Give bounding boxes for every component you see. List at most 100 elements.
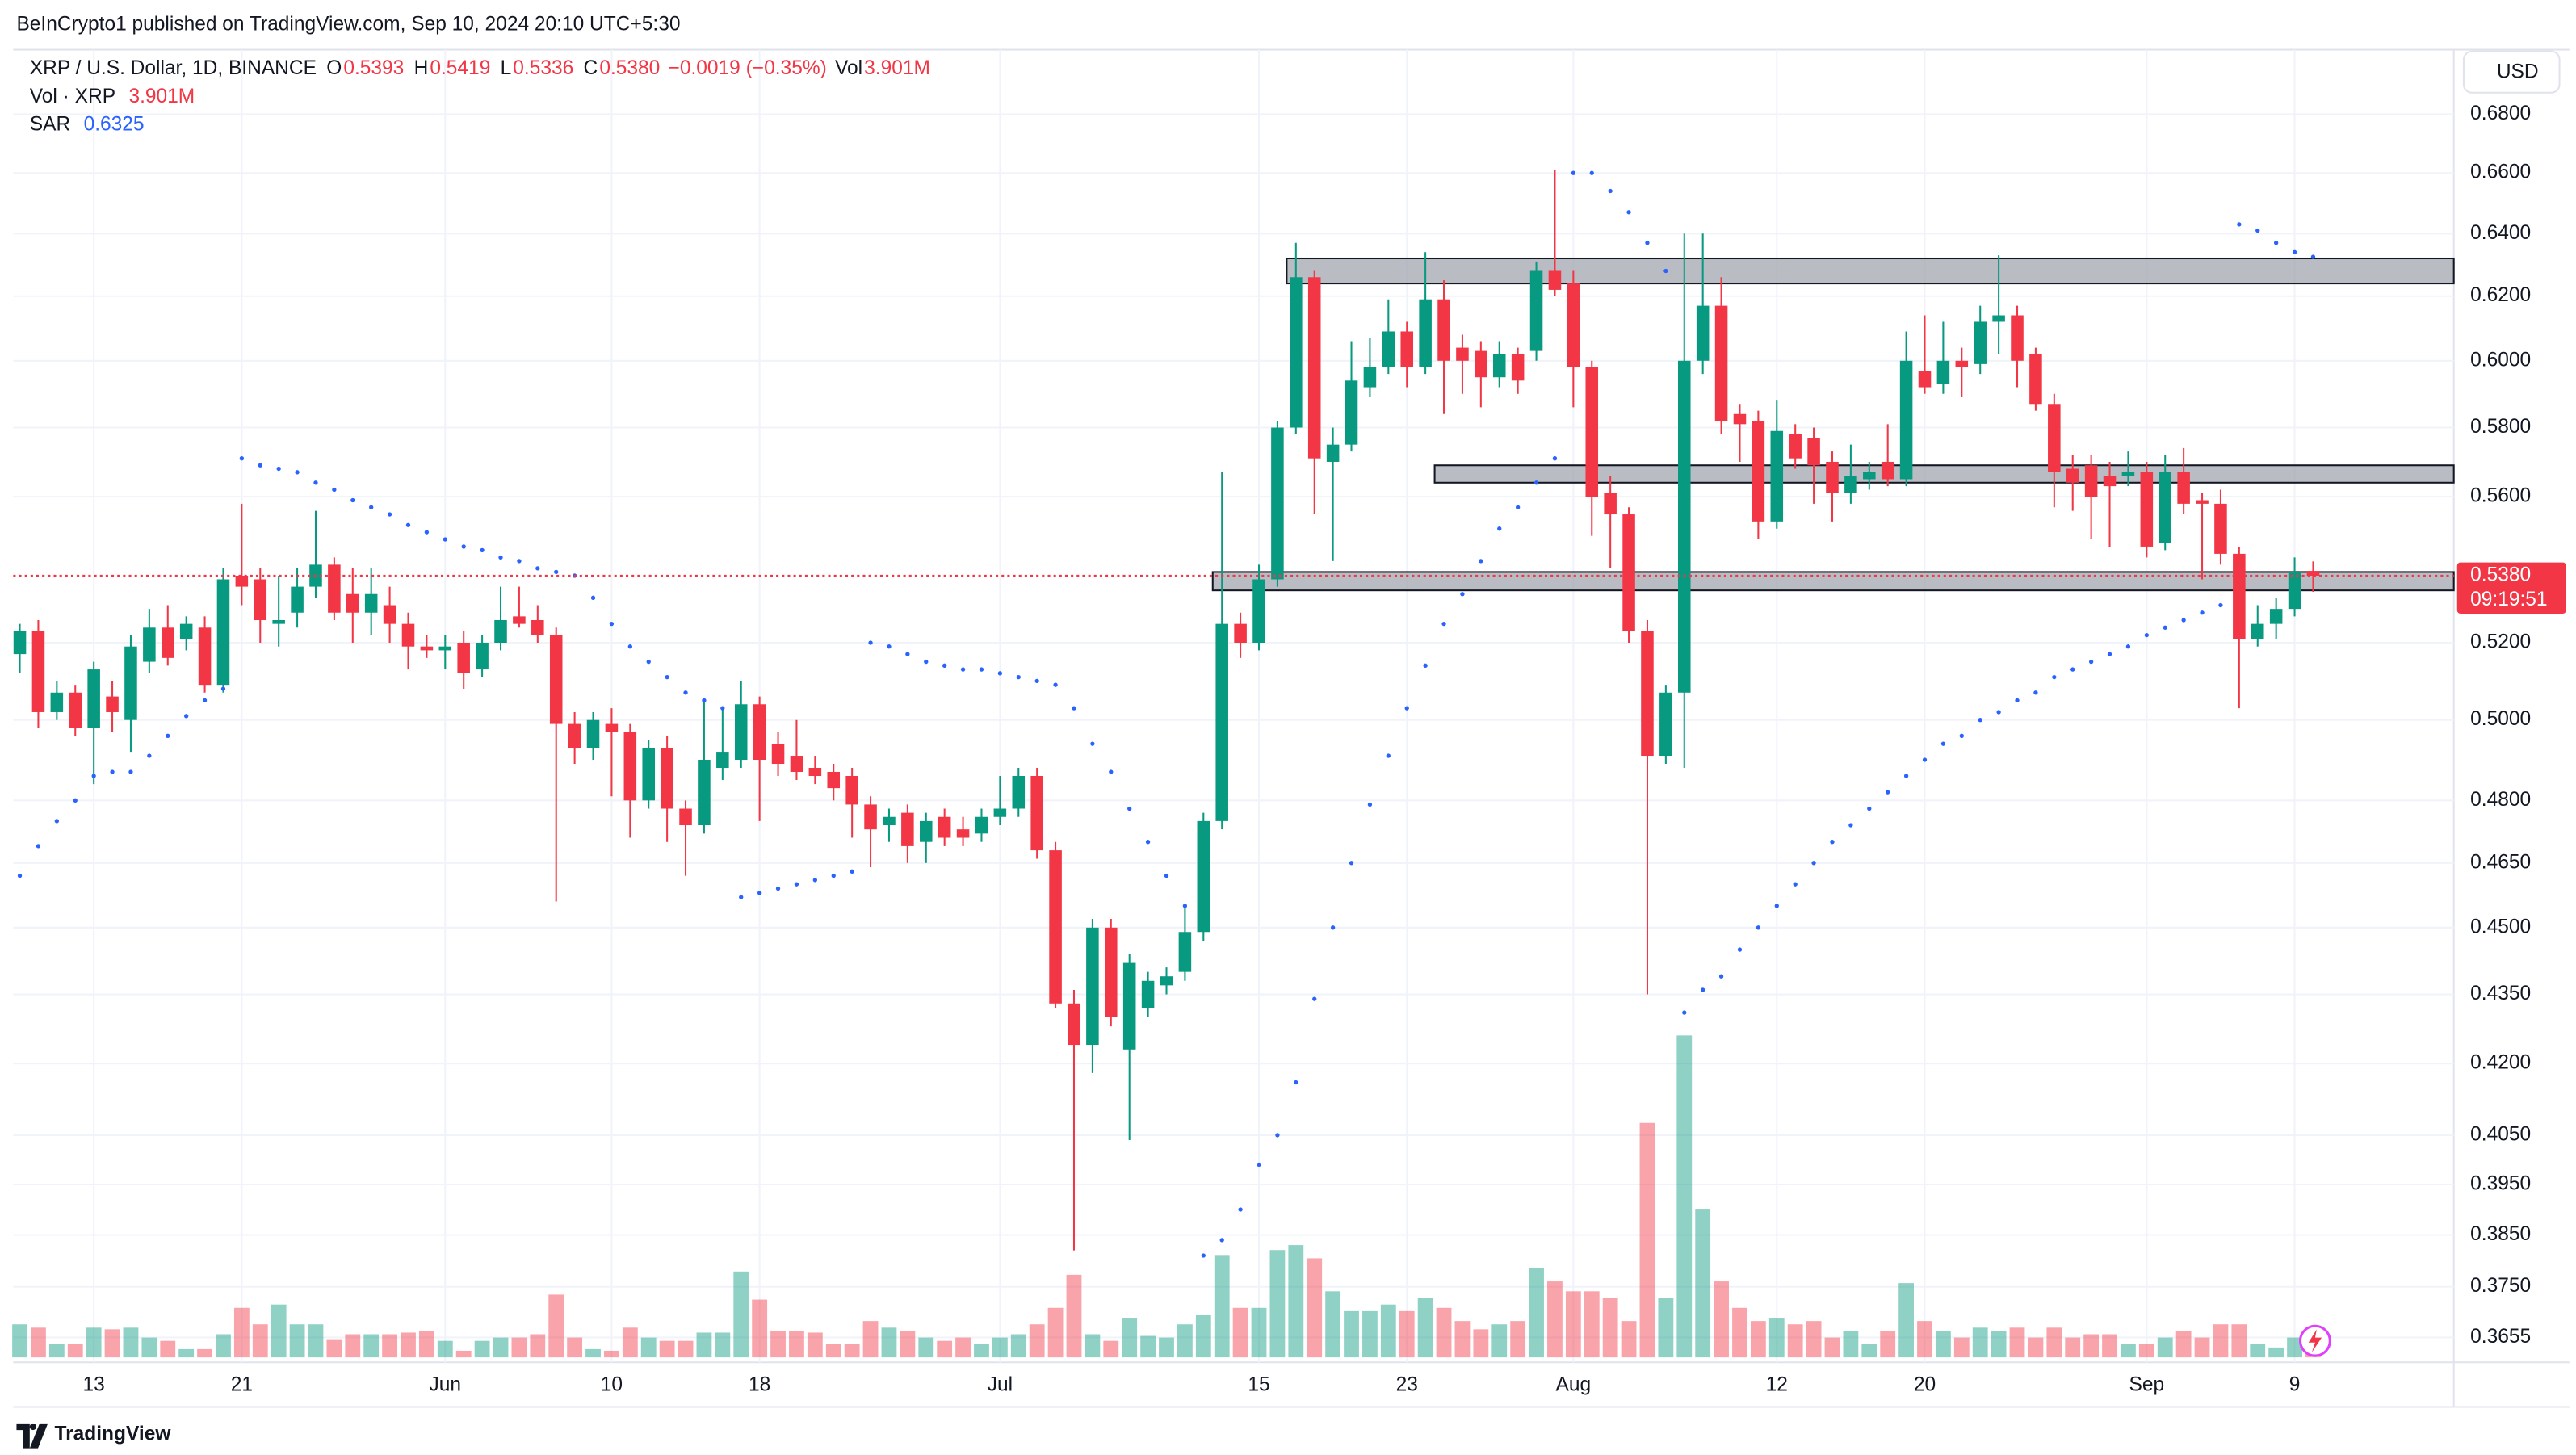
sar-dot — [110, 769, 115, 774]
candle-body — [1585, 367, 1599, 497]
sar-dot — [960, 667, 966, 672]
sar-dot — [1349, 861, 1354, 866]
sar-dot — [220, 686, 226, 691]
sar-dot — [739, 895, 744, 899]
volume-bar — [2102, 1334, 2117, 1358]
support-resistance-zone — [1211, 571, 2455, 592]
candle-body — [1122, 962, 1136, 1050]
volume-bar — [455, 1350, 472, 1358]
volume-bar — [418, 1331, 434, 1358]
volume-bar — [2287, 1337, 2302, 1358]
candle-body — [31, 631, 45, 712]
volume-bar — [1399, 1310, 1415, 1358]
x-tick-label: 10 — [601, 1373, 623, 1395]
sar-dot — [609, 621, 615, 627]
volume-bar — [1473, 1329, 1489, 1358]
x-tick-label: 15 — [1248, 1373, 1269, 1395]
candle-body — [513, 616, 526, 624]
candle-body — [2251, 623, 2264, 639]
sar-dot — [1441, 621, 1446, 627]
volume-bar — [1288, 1245, 1304, 1358]
candle-body — [1326, 444, 1340, 462]
volume-bar — [1029, 1324, 1045, 1358]
sar-dot — [1940, 741, 1946, 746]
volume-bar — [1325, 1291, 1341, 1358]
volume-bar — [474, 1340, 490, 1358]
ohlc-key: H — [414, 58, 429, 80]
sar-dot — [424, 530, 430, 535]
candle-body — [827, 771, 841, 789]
last-price-tag — [2456, 562, 2566, 614]
volume-bar — [1639, 1122, 1655, 1358]
volume-bar — [1898, 1283, 1915, 1358]
sar-dot — [627, 644, 632, 649]
candle-body — [1400, 331, 1414, 367]
volume-bar — [289, 1324, 305, 1358]
candle-body — [1807, 438, 1820, 466]
sar-dot — [1922, 757, 1928, 762]
sar-dot — [2052, 674, 2057, 680]
volume-bar — [67, 1344, 83, 1358]
volume-bar — [1547, 1281, 1563, 1358]
volume-bar — [252, 1324, 268, 1358]
volume-bar — [1159, 1337, 1174, 1358]
y-tick-label: 0.6000 — [2470, 349, 2531, 371]
sar-dot — [2015, 698, 2020, 703]
sar-dot — [1034, 678, 1039, 684]
brand-name: TradingView — [54, 1424, 171, 1445]
sar-dot — [775, 886, 781, 891]
candle-body — [679, 808, 692, 826]
alert-icon[interactable] — [2298, 1324, 2331, 1357]
volume-bar — [1510, 1321, 1526, 1358]
volume-bar — [918, 1337, 934, 1358]
sar-dot — [1737, 947, 1743, 952]
volume-bar — [141, 1337, 157, 1358]
sar-dot — [590, 595, 596, 600]
candle-body — [328, 564, 341, 613]
sar-dot — [1978, 718, 1982, 723]
currency-label[interactable]: USD — [2497, 61, 2539, 83]
volume-bar — [862, 1321, 879, 1358]
volume-bar — [1880, 1331, 1896, 1358]
candle-body — [438, 646, 452, 651]
candle-body — [1622, 514, 1635, 631]
candle-body — [1899, 360, 1913, 480]
sar-dot — [665, 674, 669, 680]
currency-button[interactable] — [2462, 50, 2561, 94]
ohlc-value: 0.5393 — [343, 58, 404, 80]
candle-body — [87, 669, 100, 728]
sar-dot — [91, 774, 96, 778]
candle-body — [1714, 305, 1728, 421]
sar-dot — [1663, 268, 1668, 274]
candle-body — [845, 776, 858, 805]
sar-dot — [1127, 806, 1132, 811]
vol-key: Vol — [835, 58, 862, 80]
volume-bar — [2194, 1337, 2210, 1358]
volume-bar — [1417, 1298, 1433, 1358]
volume-bar — [640, 1337, 657, 1358]
candle-body — [549, 635, 563, 724]
candle-body — [1049, 850, 1062, 1004]
support-resistance-zone — [1286, 257, 2455, 285]
candle-body — [1826, 461, 1839, 493]
x-tick-label: Jul — [988, 1373, 1013, 1395]
x-tick-label: 20 — [1914, 1373, 1936, 1395]
candle-body — [1160, 976, 1173, 986]
sar-dot — [517, 559, 522, 564]
candle-body — [568, 723, 581, 748]
volume-bar — [271, 1304, 287, 1358]
candle-body — [13, 631, 27, 655]
ohlc-value: 0.5336 — [513, 58, 573, 80]
sar-dot — [1257, 1162, 1261, 1168]
sar-dot — [350, 497, 355, 503]
volume-bar — [789, 1331, 804, 1358]
ohlc-key: O — [326, 58, 342, 80]
sar-dot — [1145, 840, 1151, 845]
sar-dot — [887, 644, 892, 649]
sar-dot — [1312, 996, 1317, 1001]
sar-dot — [1959, 733, 1964, 738]
volume-layer — [12, 1035, 2321, 1358]
candle-body — [1770, 430, 1784, 522]
sar-dot — [184, 714, 189, 719]
sar-dot — [831, 873, 836, 878]
